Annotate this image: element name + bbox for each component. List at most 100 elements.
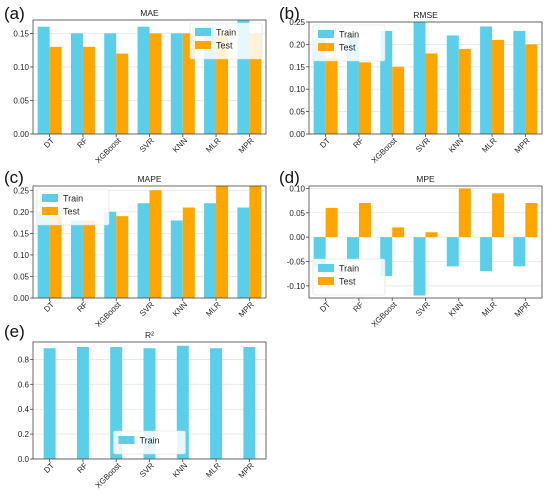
y-tick-label: 0.25 xyxy=(13,186,29,195)
bar-test-svr xyxy=(425,232,438,238)
y-tick-label: 0.10 xyxy=(13,251,29,260)
y-tick-label: 0.05 xyxy=(289,209,305,218)
x-tick-label: MPR xyxy=(237,136,256,155)
x-tick-label: RF xyxy=(75,461,89,475)
x-tick-label: MPR xyxy=(513,300,532,319)
y-tick-label: 0.6 xyxy=(18,380,30,389)
y-tick-label: -0.05 xyxy=(287,257,306,266)
bar-train-mpr xyxy=(237,207,250,298)
x-tick-label: XGBoost xyxy=(94,300,124,330)
legend-label-train: Train xyxy=(140,436,160,446)
y-tick-label: 0.10 xyxy=(289,184,305,193)
x-tick-label: KNN xyxy=(171,136,189,154)
bar-train-rf xyxy=(70,33,83,134)
x-tick-label: MLR xyxy=(204,461,222,479)
legend-label-train: Train xyxy=(339,30,359,40)
bar-train-knn xyxy=(176,345,189,459)
y-tick-label: 0.20 xyxy=(289,40,305,49)
y-tick-label: 0.10 xyxy=(13,63,29,72)
y-tick-label: 0.15 xyxy=(289,63,305,72)
y-tick-label: 0.00 xyxy=(13,130,29,139)
bar-test-knn xyxy=(458,188,471,238)
y-tick-label: 0.10 xyxy=(289,85,305,94)
legend-label-train: Train xyxy=(339,264,359,274)
legend-swatch-train xyxy=(318,30,334,38)
legend-swatch-test xyxy=(195,41,211,49)
x-tick-label: KNN xyxy=(447,300,465,318)
bar-test-mlr xyxy=(492,193,505,238)
chart-title: R² xyxy=(145,330,154,340)
bar-train-knn xyxy=(446,237,459,267)
bar-test-xgboost xyxy=(392,66,405,134)
bar-train-xgboost xyxy=(110,346,123,459)
bar-train-mlr xyxy=(480,26,493,135)
chart-panel-e: (e) R² 0.0 0.2 0.4 0.6 0.8 DT RF XGBoost SVR KNN MLR… xyxy=(4,322,267,491)
x-tick-label: RF xyxy=(351,136,365,150)
chart-title: MAE xyxy=(140,8,159,18)
bar-train-xgboost xyxy=(104,211,117,298)
bar-train-dt xyxy=(313,39,326,134)
bar-test-mpr xyxy=(249,186,262,298)
bar-test-svr xyxy=(425,53,438,134)
panel-label: (c) xyxy=(4,168,24,187)
bar-train-mpr xyxy=(513,237,526,267)
plot-frame xyxy=(308,21,543,135)
x-tick-label: RF xyxy=(351,300,365,314)
y-tick-label: 0.4 xyxy=(18,405,30,414)
y-tick-label: 0.15 xyxy=(13,29,29,38)
legend-label-train: Train xyxy=(63,194,83,204)
x-tick-label: XGBoost xyxy=(94,461,124,491)
bar-train-rf xyxy=(346,237,359,262)
x-tick-label: MPR xyxy=(237,300,256,319)
bar-train-xgboost xyxy=(380,237,393,277)
legend: Train Test xyxy=(36,188,110,226)
bar-train-mpr xyxy=(237,20,250,134)
bar-test-knn xyxy=(458,48,471,134)
x-tick-label: MPR xyxy=(237,461,256,480)
bar-test-xgboost xyxy=(392,227,405,238)
bar-test-knn xyxy=(182,207,195,298)
bar-test-svr xyxy=(149,33,162,134)
x-tick-label: MLR xyxy=(204,136,222,154)
plot-frame xyxy=(32,341,267,460)
bar-test-mlr xyxy=(492,39,505,134)
bar-train-dt xyxy=(37,26,50,134)
bar-test-rf xyxy=(358,62,371,134)
legend-label-train: Train xyxy=(216,28,236,38)
x-tick-label: DT xyxy=(42,461,56,475)
x-tick-label: DT xyxy=(318,300,332,314)
y-tick-label: 0.8 xyxy=(18,355,30,364)
chart-title: RMSE xyxy=(413,10,438,20)
bar-test-svr xyxy=(149,190,162,298)
x-tick-label: RF xyxy=(75,136,89,150)
y-tick-label: 0.05 xyxy=(13,96,29,105)
x-tick-label: KNN xyxy=(447,136,465,154)
plot-frame xyxy=(32,185,267,299)
legend-swatch-test xyxy=(318,43,334,51)
x-tick-label: SVR xyxy=(414,300,432,318)
bar-test-dt xyxy=(49,216,62,298)
legend-swatch-test xyxy=(42,207,58,215)
x-tick-label: DT xyxy=(42,300,56,314)
bar-train-knn xyxy=(170,220,183,298)
bar-test-mpr xyxy=(525,203,538,238)
panel-label: (d) xyxy=(279,168,300,187)
chart-panel-a: (a) MAE 0.00 0.05 0.10 0.15 DT RF XGBoost SVR KNN M… xyxy=(4,4,267,166)
legend-swatch-train xyxy=(318,264,334,272)
legend-label-test: Test xyxy=(339,43,356,53)
legend: Train Test xyxy=(189,22,263,60)
chart-panel-d: (d) MPE -0.10 -0.05 0.00 0.05 0.10 DT RF XGBoost S… xyxy=(279,168,543,329)
y-tick-label: 0.15 xyxy=(13,229,29,238)
bar-train-svr xyxy=(143,348,156,459)
x-tick-label: XGBoost xyxy=(94,136,124,166)
bar-train-xgboost xyxy=(380,30,393,134)
legend-label-test: Test xyxy=(63,207,80,217)
legend-label-test: Test xyxy=(339,277,356,287)
bar-test-dt xyxy=(325,57,338,135)
bar-test-mpr xyxy=(525,44,538,134)
bar-train-mlr xyxy=(204,203,217,298)
bar-train-mpr xyxy=(513,30,526,134)
x-tick-label: SVR xyxy=(138,300,156,318)
x-tick-label: SVR xyxy=(138,136,156,154)
